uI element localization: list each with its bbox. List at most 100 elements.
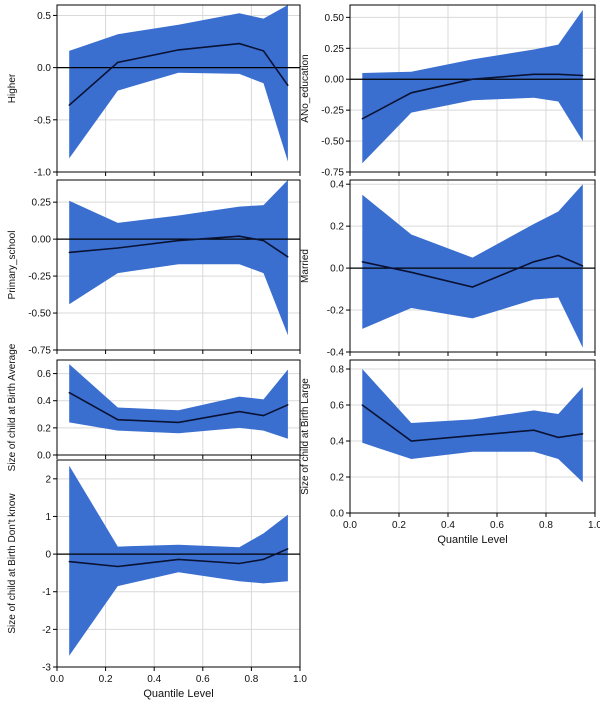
estimate-point <box>177 558 180 560</box>
estimate-point <box>361 261 363 263</box>
estimate-line <box>68 42 289 106</box>
x-tick-label: 1.0 <box>293 674 307 685</box>
estimate-point <box>177 421 180 424</box>
chart-panel-5: 0.0 0.2 0.4 0.6 Size of child at Birth Avera… <box>7 343 301 471</box>
estimate-point <box>68 104 70 106</box>
y-tick-label: 0.4 <box>330 437 344 448</box>
x-tick-label: 0.0 <box>343 520 357 531</box>
y-tick-label: 0.0 <box>37 63 51 74</box>
y-tick-label: 0.4 <box>330 180 344 191</box>
estimate-point <box>557 73 559 75</box>
y-tick-label: 0.6 <box>37 369 51 380</box>
estimate-point <box>287 548 289 550</box>
y-tick-label: -0.25 <box>321 106 344 117</box>
confidence-band <box>69 364 288 439</box>
estimate-line <box>362 254 584 288</box>
y-tick-label: -0.50 <box>321 137 344 148</box>
y-tick-label: -0.75 <box>321 168 344 179</box>
estimate-point <box>533 73 535 75</box>
estimate-point <box>262 240 265 242</box>
estimate-point <box>262 415 265 417</box>
estimate-point <box>557 254 559 257</box>
estimate-point <box>117 565 119 568</box>
estimate-line <box>361 73 583 120</box>
estimate-line <box>361 404 583 442</box>
x-tick-label: 0.4 <box>441 520 455 531</box>
chart-panel-2: -0.75 -0.50 -0.25 0.00 0.25 0.50 ANo_education <box>300 4 596 179</box>
y-tick-label: 0.0 <box>330 509 344 520</box>
estimate-line <box>68 391 289 424</box>
estimate-line <box>69 235 289 258</box>
y-tick-label: -3 <box>42 663 51 674</box>
estimate-point <box>361 404 363 406</box>
y-tick-label: -2 <box>42 625 51 636</box>
estimate-point <box>410 440 412 442</box>
estimate-point <box>262 50 265 52</box>
confidence-band <box>69 180 288 336</box>
estimate-point <box>238 410 240 413</box>
estimate-point <box>238 562 240 565</box>
y-tick-label: 0.8 <box>330 365 344 376</box>
y-axis-label: Higher <box>7 73 18 103</box>
y-tick-label: 0.2 <box>37 423 51 434</box>
confidence-band <box>69 5 288 162</box>
estimate-point <box>361 118 363 120</box>
x-tick-label: 0.6 <box>196 674 210 685</box>
y-tick-label: -0.2 <box>327 306 345 317</box>
plot-frame <box>56 179 301 351</box>
y-tick-label: 0.25 <box>32 198 52 209</box>
y-tick-label: 0.5 <box>37 11 51 22</box>
y-tick-label: -1.0 <box>34 168 52 179</box>
x-axis-title: Quantile Level <box>437 534 507 546</box>
estimate-point <box>582 433 584 435</box>
y-tick-label: 0.6 <box>330 401 344 412</box>
chart-panel-6: 0.0 0.2 0.4 0.6 0.8 0.0 0.2 0.4 0.6 0.8 1.0 Quantil… <box>300 359 600 546</box>
y-axis-label: Primary_school <box>7 231 18 300</box>
estimate-point <box>238 43 240 45</box>
y-axis-label: Married <box>300 249 311 283</box>
y-tick-label: 0 <box>45 550 51 561</box>
estimate-point <box>410 271 412 273</box>
confidence-band <box>362 9 583 164</box>
estimate-point <box>471 78 474 80</box>
estimate-point <box>287 256 289 258</box>
plot-frame <box>56 359 301 456</box>
estimate-point <box>557 436 559 438</box>
x-tick-label: 1.0 <box>588 520 600 531</box>
x-tick-label: 0.0 <box>50 674 64 685</box>
x-tick-label: 0.6 <box>490 520 504 531</box>
estimate-point <box>68 561 70 563</box>
plot-frame <box>349 179 596 353</box>
y-tick-label: 1 <box>45 512 51 523</box>
estimate-point <box>68 391 70 394</box>
estimate-point <box>582 265 584 267</box>
plot-frame <box>56 459 301 668</box>
y-tick-label: 0.25 <box>325 44 345 55</box>
y-tick-label: -1 <box>42 587 51 598</box>
y-tick-label: 0.00 <box>32 235 52 246</box>
chart-panel-7: -3 -2 -1 0 1 2 0.0 0.2 0.4 0.6 0.8 1.0 Quantile Leve… <box>7 459 307 700</box>
y-axis-label: Size of child at Birth Don't know <box>7 493 18 634</box>
estimate-point <box>533 429 535 431</box>
y-tick-label: -0.25 <box>28 272 51 283</box>
estimate-point <box>287 404 289 406</box>
confidence-band <box>362 369 583 483</box>
plot-frame <box>349 359 596 514</box>
estimate-line <box>69 548 289 568</box>
estimate-point <box>177 49 180 51</box>
y-tick-label: 0.4 <box>37 396 51 407</box>
plot-frame <box>349 4 596 173</box>
chart-panel-4: -0.4 -0.2 0.0 0.2 0.4 Married <box>300 179 596 359</box>
chart-panel-3: -0.75 -0.50 -0.25 0.00 0.25 Primary_school <box>7 179 301 357</box>
estimate-point <box>533 261 535 263</box>
y-tick-label: 0.2 <box>330 473 344 484</box>
y-axis-label: Size of child at Birth Large <box>300 378 311 495</box>
y-tick-label: -0.5 <box>34 115 52 126</box>
y-tick-label: -0.50 <box>28 309 51 320</box>
y-tick-label: 0.0 <box>330 264 344 275</box>
estimate-point <box>238 235 240 237</box>
plot-frame <box>56 4 301 173</box>
confidence-band <box>69 465 288 656</box>
estimate-point <box>410 92 412 94</box>
